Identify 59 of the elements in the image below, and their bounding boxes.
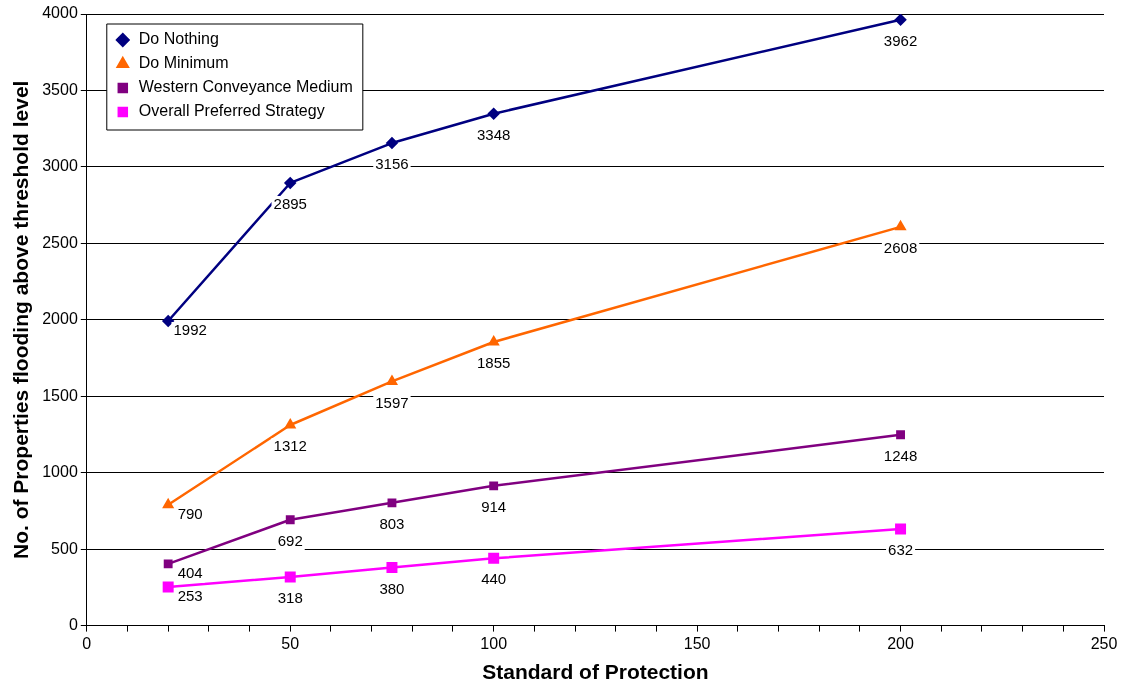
point (162, 581, 174, 593)
data-label: 1597 (375, 393, 409, 411)
data-label: 692 (277, 531, 303, 549)
x-tick-label: 200 (887, 634, 914, 652)
y-tick-label: 1000 (42, 463, 78, 481)
point (489, 481, 499, 491)
legend-label: Overall Preferred Strategy (138, 102, 325, 120)
x-tick-label: 50 (281, 634, 300, 652)
y-tick-label: 3000 (42, 157, 78, 175)
legend-label: Western Conveyance Medium (138, 78, 353, 96)
y-tick-label: 2000 (42, 310, 78, 328)
data-label: 404 (177, 563, 203, 581)
data-label: 632 (888, 541, 914, 559)
data-label: 790 (177, 504, 203, 522)
point (488, 336, 499, 346)
point (285, 515, 295, 525)
point (163, 559, 173, 569)
y-tick-label: 0 (68, 616, 78, 634)
point (162, 315, 174, 327)
y-axis-title: No. of Properties flooding above threshold level (9, 80, 33, 559)
y-tick-label: 1500 (42, 386, 78, 404)
x-tick-label: 100 (480, 634, 508, 652)
y-tick-label: 3500 (42, 80, 78, 98)
legend-label: Do Nothing (138, 30, 219, 48)
point (285, 419, 296, 429)
data-label: 1992 (173, 321, 207, 339)
point (386, 137, 398, 149)
point (386, 562, 398, 573)
point (387, 498, 397, 508)
point (896, 430, 905, 440)
data-label: 253 (177, 587, 203, 605)
point (894, 14, 907, 26)
x-axis-title: Standard of Protection (482, 660, 709, 684)
point (284, 177, 296, 189)
data-label: 318 (277, 589, 303, 607)
data-label: 3962 (883, 31, 918, 49)
point (386, 375, 398, 385)
data-label: 380 (379, 579, 405, 597)
data-label: 440 (481, 570, 507, 588)
data-label: 2895 (273, 195, 307, 213)
point (284, 571, 296, 583)
point (488, 552, 500, 564)
point (895, 523, 907, 535)
legend-label: Do Minimum (138, 54, 229, 72)
data-label: 914 (481, 497, 507, 515)
data-label: 1312 (273, 437, 307, 455)
y-tick-label: 500 (51, 539, 78, 557)
data-label: 3156 (375, 155, 409, 173)
data-label: 3348 (476, 125, 511, 143)
y-tick-label: 2500 (42, 233, 78, 251)
data-label: 803 (379, 514, 405, 532)
x-tick-label: 0 (82, 634, 92, 652)
data-label: 2608 (883, 238, 918, 256)
point (487, 107, 500, 120)
x-tick-label: 150 (683, 634, 711, 652)
x-tick-label: 250 (1090, 634, 1118, 652)
data-label: 1855 (476, 354, 511, 372)
y-tick-label: 4000 (42, 4, 78, 22)
data-label: 1248 (883, 446, 918, 464)
